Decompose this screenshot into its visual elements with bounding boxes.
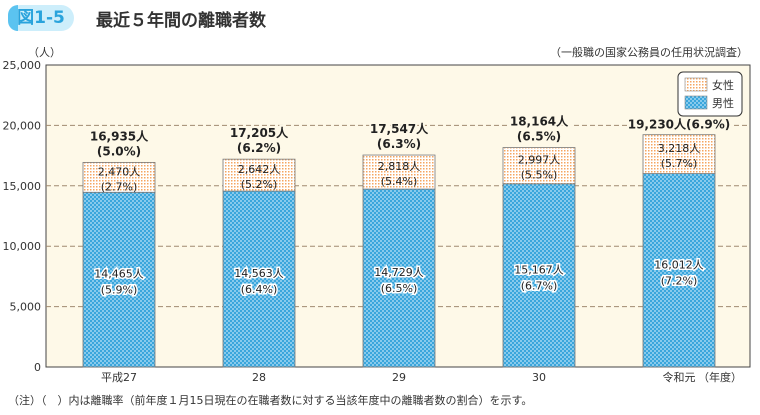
male-value-label: 14,465人 <box>94 268 144 281</box>
female-value-label: 3,218人 <box>658 142 701 155</box>
total-rate-label: (6.5%) <box>517 130 561 144</box>
male-rate-label: (6.4%) <box>241 283 278 296</box>
total-value-label: 16,935人 <box>90 128 149 143</box>
male-rate-label: (6.5%) <box>381 282 418 295</box>
x-tick-label: 29 <box>392 371 406 384</box>
legend-swatch-female <box>684 77 708 92</box>
total-value-label: 17,205人 <box>230 125 289 140</box>
bar-male <box>502 183 576 368</box>
legend-swatch-male <box>684 95 708 110</box>
male-rate-label: (6.7%) <box>521 279 558 292</box>
bar-female <box>82 162 156 193</box>
bar-male <box>222 190 296 368</box>
total-rate-label: (5.0%) <box>97 144 141 158</box>
female-rate-label: (5.5%) <box>521 169 558 182</box>
footnote: （注）（ ）内は離職率（前年度１月15日現在の在職者数に対する当該年度中の離職者… <box>8 394 533 407</box>
chart-title: 最近５年間の離職者数 <box>96 11 266 31</box>
female-rate-label: (5.7%) <box>661 157 698 170</box>
male-rate-label: (7.2%) <box>661 274 698 287</box>
total-rate-label: (6.3%) <box>377 137 421 151</box>
x-axis-label: （年度） <box>698 370 742 384</box>
female-rate-label: (5.4%) <box>381 175 418 188</box>
male-value-label: 15,167人 <box>514 263 564 276</box>
bar-male <box>82 191 156 368</box>
bar-female <box>362 154 436 190</box>
total-value-label: 18,164人 <box>510 114 569 129</box>
y-axis-unit: （人） <box>28 46 61 59</box>
female-value-label: 2,997人 <box>518 154 561 167</box>
source-label: （一般職の国家公務員の任用状況調査） <box>550 46 748 59</box>
y-tick-label: 25,000 <box>3 59 42 72</box>
total-value-label: 17,547人 <box>370 121 429 136</box>
male-value-label: 16,012人 <box>654 258 704 271</box>
legend-label-female: 女性 <box>712 78 734 92</box>
female-value-label: 2,470人 <box>98 165 141 178</box>
legend-label-male: 男性 <box>712 96 734 110</box>
bar-female <box>502 147 576 185</box>
total-label: 19,230人(6.9%) <box>628 117 731 132</box>
x-tick-label: 平成27 <box>101 371 137 384</box>
y-tick-label: 20,000 <box>3 119 42 132</box>
bar-female <box>222 158 296 192</box>
y-tick-label: 10,000 <box>3 240 42 253</box>
female-rate-label: (2.7%) <box>101 180 138 193</box>
male-value-label: 14,729人 <box>374 266 424 279</box>
x-tick-label: 令和元 <box>663 370 696 384</box>
x-tick-label: 28 <box>252 371 266 384</box>
y-tick-label: 15,000 <box>3 180 42 193</box>
bar-male <box>642 173 716 368</box>
total-rate-label: (6.2%) <box>237 141 281 155</box>
y-tick-label: 5,000 <box>10 301 42 314</box>
bar-male <box>362 188 436 368</box>
x-tick-label: 30 <box>532 371 546 384</box>
y-tick-label: 0 <box>34 361 41 374</box>
female-rate-label: (5.2%) <box>241 178 278 191</box>
female-value-label: 2,818人 <box>378 160 421 173</box>
female-value-label: 2,642人 <box>238 163 281 176</box>
male-rate-label: (5.9%) <box>101 284 138 297</box>
bar-female <box>642 134 716 174</box>
figure-badge: 図1-5 <box>8 5 74 31</box>
male-value-label: 14,563人 <box>234 267 284 280</box>
